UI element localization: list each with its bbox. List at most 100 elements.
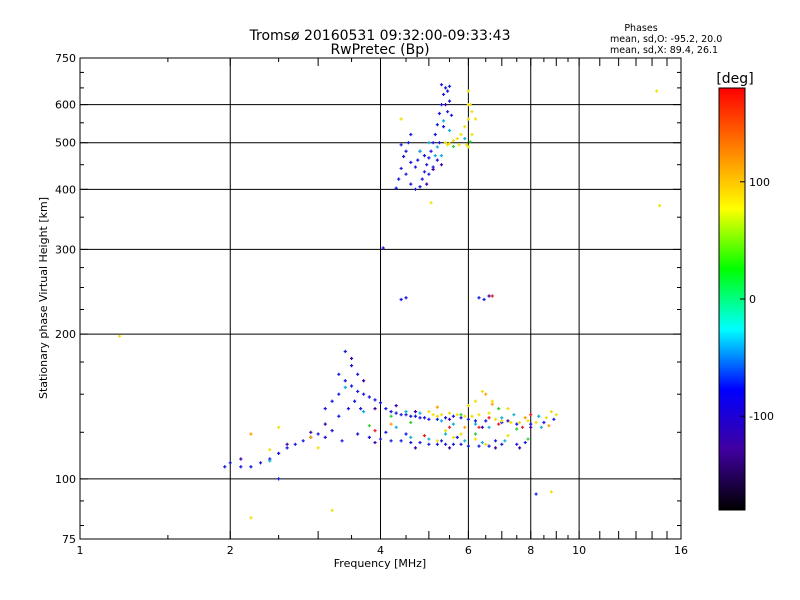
data-point: [439, 103, 444, 107]
data-point: [473, 399, 478, 403]
data-point: [293, 442, 297, 446]
x-axis-label: Frequency [MHz]: [334, 557, 426, 570]
data-point: [346, 407, 351, 411]
data-point: [399, 166, 403, 171]
data-point: [429, 201, 433, 205]
data-point: [512, 413, 516, 417]
data-point: [373, 429, 377, 433]
data-point: [439, 163, 444, 167]
data-point: [655, 89, 659, 93]
data-point: [443, 429, 448, 433]
data-point: [343, 379, 347, 383]
data-point: [349, 384, 354, 388]
data-point: [482, 297, 486, 302]
data-point: [447, 128, 452, 133]
data-point: [285, 446, 289, 450]
stats-line-x: mean, sd,X: 89.4, 26.1: [610, 45, 718, 56]
data-point: [413, 414, 418, 418]
data-point: [356, 372, 360, 376]
data-point: [468, 103, 472, 107]
data-point: [427, 442, 431, 446]
data-point: [451, 435, 456, 439]
data-point: [518, 420, 522, 425]
data-point: [362, 410, 366, 414]
data-point: [356, 432, 360, 436]
data-point: [404, 296, 408, 300]
data-point: [413, 410, 418, 414]
data-point: [506, 407, 510, 411]
data-point: [484, 419, 488, 423]
data-point: [526, 419, 530, 423]
data-point: [470, 110, 474, 114]
data-point: [356, 389, 360, 394]
data-point: [249, 516, 253, 520]
x-tick-label: 16: [674, 544, 688, 557]
data-point: [497, 422, 501, 426]
axis-ticks: [79, 57, 682, 540]
data-point: [473, 432, 478, 436]
data-point: [409, 182, 413, 186]
data-point: [435, 145, 439, 149]
y-tick-label: 300: [55, 243, 76, 256]
data-point: [435, 414, 439, 418]
data-point: [330, 399, 334, 403]
data-point: [435, 405, 439, 409]
data-point: [117, 334, 122, 338]
data-point: [409, 160, 413, 165]
data-point: [381, 246, 385, 250]
data-point: [490, 294, 494, 298]
data-point: [277, 451, 281, 455]
data-point: [404, 172, 408, 176]
data-point: [520, 425, 525, 429]
data-point: [362, 392, 366, 396]
y-tick-labels: 75 100 200 300 400 500 600 750: [55, 52, 76, 546]
data-point: [466, 404, 470, 408]
data-point: [394, 404, 398, 408]
colorbar-label: [deg]: [716, 71, 753, 87]
data-point: [554, 413, 558, 417]
x-tick-label: 6: [465, 544, 472, 557]
data-point: [425, 182, 429, 186]
data-point: [223, 465, 227, 469]
data-point: [367, 395, 371, 399]
data-point: [441, 92, 446, 97]
data-point: [268, 459, 272, 463]
data-point: [487, 411, 491, 415]
data-point: [509, 420, 513, 425]
data-point: [447, 99, 452, 103]
data-point: [487, 294, 491, 298]
data-point: [459, 132, 463, 137]
data-point: [268, 448, 272, 452]
chart-title: Tromsø 20160531 09:32:00-09:33:43: [249, 28, 511, 44]
data-point: [443, 416, 448, 420]
data-point: [418, 411, 422, 415]
data-point: [323, 435, 327, 439]
data-point: [490, 402, 494, 406]
data-point: [534, 492, 538, 496]
data-point: [394, 425, 398, 429]
data-point: [427, 141, 431, 145]
data-point: [451, 422, 456, 426]
data-point: [435, 439, 439, 443]
data-point: [441, 125, 446, 129]
data-point: [249, 432, 253, 436]
data-point: [463, 125, 467, 129]
data-point: [409, 420, 413, 425]
data-point: [362, 379, 366, 383]
data-point: [433, 132, 437, 137]
data-point: [523, 440, 527, 445]
data-point: [464, 143, 469, 147]
data-point: [451, 414, 456, 418]
y-tick-label: 75: [62, 533, 76, 546]
data-point: [445, 143, 450, 147]
data-point: [466, 145, 470, 149]
data-point: [506, 419, 510, 423]
data-point: [547, 424, 551, 428]
data-point: [463, 136, 467, 141]
data-point: [337, 392, 341, 396]
data-point: [277, 477, 281, 481]
data-point: [378, 437, 383, 441]
data-point: [515, 442, 519, 446]
data-point: [439, 413, 444, 417]
